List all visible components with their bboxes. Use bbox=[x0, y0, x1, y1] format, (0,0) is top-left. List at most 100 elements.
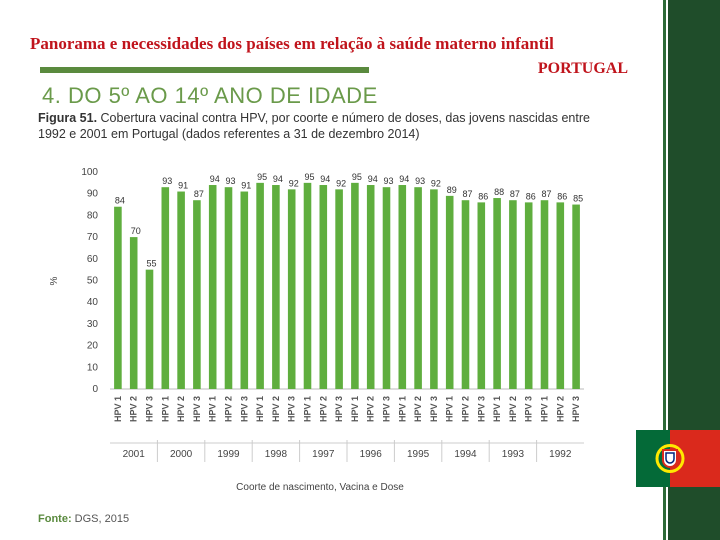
dose-label: HPV 2 bbox=[366, 396, 376, 422]
side-thin-stripe bbox=[663, 0, 666, 540]
dose-label: HPV 1 bbox=[160, 396, 170, 422]
y-tick-label: 50 bbox=[87, 276, 99, 287]
figure-caption-text: Cobertura vacinal contra HPV, por coorte… bbox=[38, 111, 590, 141]
bar-value-label: 93 bbox=[415, 176, 425, 186]
bar-value-label: 91 bbox=[241, 181, 251, 191]
cohort-label: 1992 bbox=[549, 449, 572, 460]
bar bbox=[366, 185, 375, 389]
dose-label: HPV 3 bbox=[192, 396, 202, 422]
bar bbox=[319, 185, 328, 389]
bar bbox=[114, 206, 122, 389]
bar bbox=[493, 198, 501, 389]
cohort-label: 1996 bbox=[360, 449, 383, 460]
bar bbox=[287, 189, 296, 389]
figure-label: Figura 51. bbox=[38, 111, 98, 125]
dose-label: HPV 1 bbox=[540, 396, 550, 422]
bar bbox=[398, 185, 407, 389]
section-heading: 4. DO 5º AO 14º ANO DE IDADE bbox=[42, 83, 378, 104]
bar-value-label: 88 bbox=[494, 187, 504, 197]
dose-label: HPV 2 bbox=[555, 396, 565, 422]
dose-label: HPV 3 bbox=[382, 396, 392, 422]
bar-value-label: 84 bbox=[115, 196, 125, 206]
bar-value-label: 70 bbox=[131, 226, 141, 236]
bar bbox=[477, 202, 486, 389]
bar bbox=[382, 187, 391, 389]
dose-label: HPV 1 bbox=[303, 396, 313, 422]
cohort-label: 1993 bbox=[502, 449, 525, 460]
x-axis-title: Coorte de nascimento, Vacina e Dose bbox=[236, 482, 404, 493]
y-tick-label: 100 bbox=[81, 167, 98, 178]
cohort-label: 1998 bbox=[265, 449, 288, 460]
bar bbox=[556, 202, 565, 389]
bar bbox=[461, 200, 470, 389]
bar-value-label: 95 bbox=[352, 172, 362, 182]
bar bbox=[240, 191, 249, 389]
dose-label: HPV 2 bbox=[271, 396, 281, 422]
figure-source: Fonte: DGS, 2015 bbox=[38, 513, 129, 525]
bar bbox=[272, 185, 280, 389]
bar-value-label: 94 bbox=[210, 174, 220, 184]
bar-value-label: 95 bbox=[257, 172, 267, 182]
bar-value-label: 86 bbox=[478, 191, 488, 201]
bar bbox=[430, 189, 438, 389]
bar-value-label: 86 bbox=[526, 191, 536, 201]
cohort-label: 2000 bbox=[170, 449, 193, 460]
y-tick-label: 10 bbox=[87, 362, 99, 373]
bar bbox=[161, 187, 170, 389]
y-tick-label: 0 bbox=[92, 384, 98, 395]
dose-label: HPV 3 bbox=[571, 396, 581, 422]
bar bbox=[540, 200, 549, 389]
bar-value-label: 87 bbox=[462, 189, 472, 199]
cohort-label: 1995 bbox=[407, 449, 430, 460]
bar-value-label: 94 bbox=[399, 174, 409, 184]
bar bbox=[572, 204, 580, 389]
dose-label: HPV 2 bbox=[129, 396, 139, 422]
dose-label: HPV 1 bbox=[350, 396, 360, 422]
bar bbox=[524, 202, 533, 389]
bar bbox=[303, 182, 312, 389]
dose-label: HPV 3 bbox=[239, 396, 249, 422]
bar-value-label: 94 bbox=[273, 174, 283, 184]
bar-value-label: 87 bbox=[510, 189, 520, 199]
bar-value-label: 92 bbox=[336, 178, 346, 188]
dose-label: HPV 3 bbox=[145, 396, 155, 422]
dose-label: HPV 1 bbox=[397, 396, 407, 422]
dose-label: HPV 1 bbox=[255, 396, 265, 422]
y-tick-label: 70 bbox=[87, 232, 99, 243]
y-tick-label: 60 bbox=[87, 254, 99, 265]
slide-subtitle: PORTUGAL bbox=[537, 60, 628, 77]
dose-label: HPV 1 bbox=[208, 396, 218, 422]
cohort-label: 1994 bbox=[454, 449, 477, 460]
bar-value-label: 92 bbox=[289, 178, 299, 188]
bar-value-label: 93 bbox=[383, 176, 393, 186]
bar-value-label: 93 bbox=[162, 176, 172, 186]
bar-value-label: 87 bbox=[541, 189, 551, 199]
cohort-label: 1997 bbox=[312, 449, 335, 460]
source-label: Fonte: bbox=[38, 513, 72, 525]
cohort-label: 1999 bbox=[217, 449, 240, 460]
bar-value-label: 55 bbox=[146, 259, 156, 269]
title-underline bbox=[40, 67, 369, 73]
bar bbox=[208, 185, 217, 389]
bar bbox=[224, 187, 233, 389]
bar bbox=[351, 182, 359, 389]
y-tick-label: 30 bbox=[87, 319, 99, 330]
y-axis-title: % bbox=[49, 276, 60, 285]
bar-value-label: 89 bbox=[447, 185, 457, 195]
dose-label: HPV 2 bbox=[508, 396, 518, 422]
bar-value-label: 93 bbox=[225, 176, 235, 186]
cohort-label: 2001 bbox=[123, 449, 146, 460]
bar bbox=[335, 189, 343, 389]
dose-label: HPV 2 bbox=[224, 396, 234, 422]
dose-label: HPV 3 bbox=[334, 396, 344, 422]
bar bbox=[256, 182, 264, 389]
bar-value-label: 94 bbox=[368, 174, 378, 184]
bar bbox=[145, 269, 154, 389]
dose-label: HPV 3 bbox=[429, 396, 439, 422]
dose-label: HPV 1 bbox=[113, 396, 123, 422]
bar-value-label: 94 bbox=[320, 174, 330, 184]
portugal-flag-icon bbox=[636, 430, 720, 487]
bar-value-label: 91 bbox=[178, 181, 188, 191]
dose-label: HPV 2 bbox=[318, 396, 328, 422]
dose-label: HPV 1 bbox=[492, 396, 502, 422]
